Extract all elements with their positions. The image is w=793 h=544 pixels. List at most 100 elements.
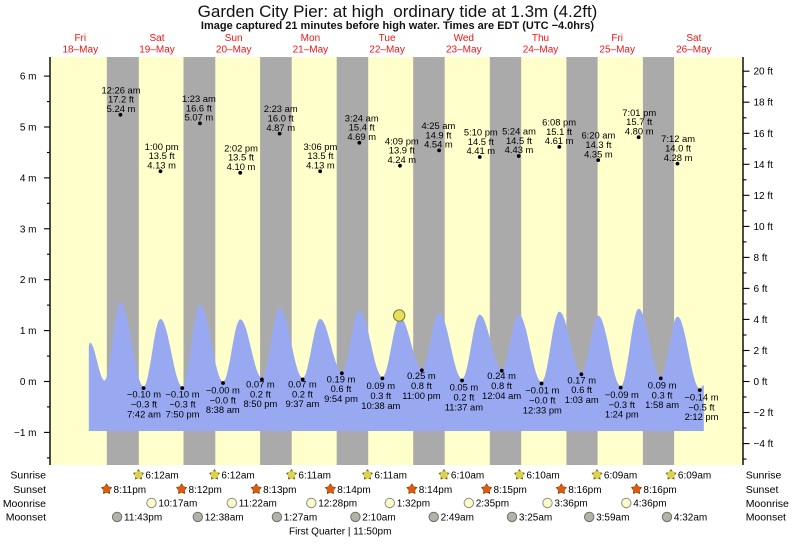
svg-text:Moonrise: Moonrise <box>746 498 789 510</box>
svg-text:2:12 pm: 2:12 pm <box>685 411 719 422</box>
svg-text:6:09am: 6:09am <box>604 470 637 481</box>
svg-text:1:58 am: 1:58 am <box>645 399 679 410</box>
svg-text:6:09am: 6:09am <box>678 470 711 481</box>
svg-text:4.43 m: 4.43 m <box>505 144 534 155</box>
svg-text:Garden City Pier: at high ord: Garden City Pier: at high ordinary tide … <box>198 2 598 21</box>
svg-text:4 m: 4 m <box>20 173 37 184</box>
svg-text:1 m: 1 m <box>20 326 37 337</box>
svg-text:4.13 m: 4.13 m <box>147 160 176 171</box>
svg-text:1:32pm: 1:32pm <box>397 499 430 510</box>
svg-text:Sunrise: Sunrise <box>746 470 782 482</box>
svg-text:Sunset: Sunset <box>746 484 779 496</box>
svg-text:6:12am: 6:12am <box>145 470 178 481</box>
svg-text:2:23 am: 2:23 am <box>264 103 298 114</box>
svg-text:4.41 m: 4.41 m <box>466 145 495 156</box>
svg-text:Moonset: Moonset <box>6 512 46 524</box>
svg-text:4:25 am: 4:25 am <box>421 120 455 131</box>
svg-text:−0.5 ft: −0.5 ft <box>688 401 715 412</box>
svg-text:4.28 m: 4.28 m <box>664 152 693 163</box>
svg-text:Sunset: Sunset <box>13 484 46 496</box>
svg-text:4:32am: 4:32am <box>674 513 707 524</box>
svg-text:11:43pm: 11:43pm <box>124 513 162 524</box>
svg-text:1:00 pm: 1:00 pm <box>145 141 179 152</box>
svg-text:0.09 m: 0.09 m <box>648 379 677 390</box>
svg-text:0.2 ft: 0.2 ft <box>292 388 313 399</box>
svg-text:11:22am: 11:22am <box>239 499 277 510</box>
svg-text:4:36pm: 4:36pm <box>633 499 666 510</box>
svg-text:8:50 pm: 8:50 pm <box>243 398 277 409</box>
svg-text:−4 ft: −4 ft <box>754 439 774 450</box>
svg-text:12:04 am: 12:04 am <box>482 390 521 401</box>
svg-text:17.2 ft: 17.2 ft <box>108 94 134 105</box>
svg-text:0.17 m: 0.17 m <box>567 374 596 385</box>
svg-text:8:15pm: 8:15pm <box>494 485 527 496</box>
svg-text:Image captured 21 minutes befo: Image captured 21 minutes before high wa… <box>201 20 595 32</box>
svg-text:3:24 am: 3:24 am <box>345 112 379 123</box>
svg-text:18–May: 18–May <box>63 45 99 56</box>
svg-text:2:10am: 2:10am <box>362 513 395 524</box>
svg-text:1:03 am: 1:03 am <box>565 394 599 405</box>
svg-text:4.69 m: 4.69 m <box>347 131 376 142</box>
svg-text:7:50 pm: 7:50 pm <box>166 409 200 420</box>
svg-text:15.7 ft: 15.7 ft <box>626 116 652 127</box>
svg-text:3:59am: 3:59am <box>596 513 629 524</box>
svg-text:2:35pm: 2:35pm <box>476 499 509 510</box>
svg-text:1:27am: 1:27am <box>284 513 317 524</box>
svg-text:13.5 ft: 13.5 ft <box>228 152 254 163</box>
svg-text:4.10 m: 4.10 m <box>227 161 256 172</box>
svg-text:4.87 m: 4.87 m <box>266 122 295 133</box>
svg-text:15.1 ft: 15.1 ft <box>546 126 572 137</box>
svg-text:0.8 ft: 0.8 ft <box>411 380 432 391</box>
svg-text:−0.0 ft: −0.0 ft <box>529 395 556 406</box>
svg-text:−0.10 m: −0.10 m <box>127 389 161 400</box>
svg-text:23–May: 23–May <box>446 45 482 56</box>
svg-text:12:28pm: 12:28pm <box>318 499 357 510</box>
svg-text:24–May: 24–May <box>523 45 559 56</box>
svg-text:2 m: 2 m <box>20 275 37 286</box>
svg-text:0.6 ft: 0.6 ft <box>331 383 352 394</box>
svg-text:0.19 m: 0.19 m <box>327 373 356 384</box>
svg-text:8:16pm: 8:16pm <box>643 485 676 496</box>
svg-text:5 m: 5 m <box>20 123 37 134</box>
svg-text:Fri: Fri <box>74 33 86 44</box>
svg-text:11:00 pm: 11:00 pm <box>402 390 441 401</box>
svg-text:Sat: Sat <box>686 33 701 44</box>
svg-text:26–May: 26–May <box>676 45 712 56</box>
svg-text:0 ft: 0 ft <box>754 377 768 388</box>
svg-text:Sat: Sat <box>149 33 164 44</box>
svg-text:8:16pm: 8:16pm <box>568 485 601 496</box>
svg-text:−0.09 m: −0.09 m <box>605 389 639 400</box>
svg-text:6 ft: 6 ft <box>754 284 768 295</box>
svg-text:0.05 m: 0.05 m <box>450 382 479 393</box>
svg-text:6:11am: 6:11am <box>298 470 331 481</box>
svg-text:14.3 ft: 14.3 ft <box>585 139 611 150</box>
svg-text:5.24 m: 5.24 m <box>107 103 136 114</box>
svg-text:4.24 m: 4.24 m <box>387 154 416 165</box>
svg-text:0.07 m: 0.07 m <box>288 378 317 389</box>
svg-text:Tue: Tue <box>379 33 396 44</box>
svg-text:1:24 pm: 1:24 pm <box>605 409 639 420</box>
svg-text:4.35 m: 4.35 m <box>584 148 613 159</box>
svg-text:16.0 ft: 16.0 ft <box>268 113 294 124</box>
svg-text:13.5 ft: 13.5 ft <box>149 150 175 161</box>
svg-text:14 ft: 14 ft <box>754 160 774 171</box>
svg-text:6 m: 6 m <box>20 72 37 83</box>
svg-text:13.5 ft: 13.5 ft <box>307 150 333 161</box>
svg-text:4:09 pm: 4:09 pm <box>385 135 419 146</box>
svg-text:Sun: Sun <box>225 33 243 44</box>
svg-text:10:17am: 10:17am <box>158 499 197 510</box>
svg-text:Fri: Fri <box>611 33 623 44</box>
svg-text:20–May: 20–May <box>216 45 252 56</box>
svg-text:6:11am: 6:11am <box>374 470 407 481</box>
svg-text:2:02 pm: 2:02 pm <box>224 142 258 153</box>
svg-text:First Quarter | 11:50pm: First Quarter | 11:50pm <box>289 526 391 537</box>
svg-text:8:12pm: 8:12pm <box>189 485 222 496</box>
svg-text:14.5 ft: 14.5 ft <box>468 136 494 147</box>
svg-text:14.5 ft: 14.5 ft <box>506 135 532 146</box>
svg-text:12 ft: 12 ft <box>754 191 774 202</box>
svg-text:14.9 ft: 14.9 ft <box>425 129 451 140</box>
svg-text:9:54 pm: 9:54 pm <box>324 393 358 404</box>
svg-text:0.3 ft: 0.3 ft <box>370 390 391 401</box>
svg-text:0.07 m: 0.07 m <box>246 378 275 389</box>
svg-text:Thu: Thu <box>532 33 549 44</box>
